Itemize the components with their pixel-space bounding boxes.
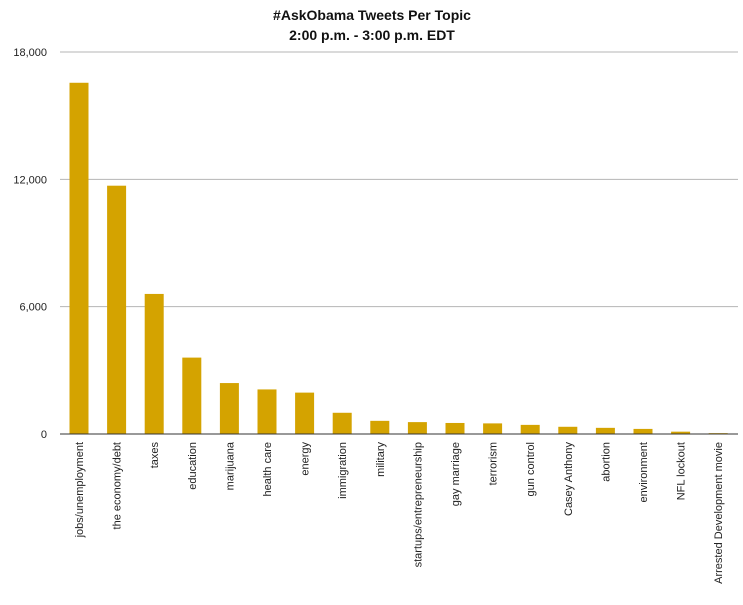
y-tick-label: 6,000 xyxy=(19,302,47,314)
x-axis-category-labels: jobs/unemployment the economy/debt taxes ed… xyxy=(74,441,725,584)
gridlines xyxy=(60,51,738,308)
bar-6 xyxy=(295,392,315,434)
x-category-label: health care xyxy=(262,442,274,496)
x-category-label: jobs/unemployment xyxy=(74,442,86,538)
bar-12 xyxy=(520,424,540,434)
bar-0 xyxy=(69,82,89,435)
bar-14 xyxy=(595,427,615,434)
bar-9 xyxy=(407,422,427,434)
bars xyxy=(69,82,728,435)
x-category-label: Casey Anthony xyxy=(563,442,575,516)
x-category-label: military xyxy=(375,442,387,477)
y-tick-label: 0 xyxy=(41,429,47,441)
y-tick-label: 12,000 xyxy=(13,174,47,186)
y-tick-label: 18,000 xyxy=(13,47,47,59)
x-category-label: Arrested Development movie xyxy=(713,442,725,584)
y-axis-tick-labels: 0 6,000 12,000 18,000 xyxy=(13,47,47,441)
x-category-label: gun control xyxy=(525,442,537,496)
chart-subtitle: 2:00 p.m. - 3:00 p.m. EDT xyxy=(289,27,455,43)
x-category-label: NFL lockout xyxy=(676,442,688,500)
x-category-label: startups/entrepreneurship xyxy=(412,442,424,567)
bar-8 xyxy=(370,420,390,434)
bar-15 xyxy=(633,428,653,434)
x-category-label: environment xyxy=(638,442,650,503)
bar-16 xyxy=(671,431,691,434)
bar-11 xyxy=(483,423,503,434)
bar-13 xyxy=(558,426,578,434)
bar-1 xyxy=(107,185,127,434)
x-category-label: terrorism xyxy=(488,442,500,485)
x-category-label: education xyxy=(187,442,199,490)
chart-title: #AskObama Tweets Per Topic xyxy=(273,7,471,23)
x-category-label: the economy/debt xyxy=(112,442,124,529)
bar-4 xyxy=(219,383,239,434)
bar-7 xyxy=(332,412,352,434)
x-category-label: gay marriage xyxy=(450,442,462,506)
x-category-label: taxes xyxy=(149,442,161,469)
x-category-label: energy xyxy=(300,442,312,476)
x-category-label: marijuana xyxy=(224,441,236,490)
x-category-label: immigration xyxy=(337,442,349,499)
bar-2 xyxy=(144,293,164,434)
bar-3 xyxy=(182,357,202,434)
x-category-label: abortion xyxy=(600,442,612,482)
bar-10 xyxy=(445,422,465,434)
bar-5 xyxy=(257,389,277,434)
